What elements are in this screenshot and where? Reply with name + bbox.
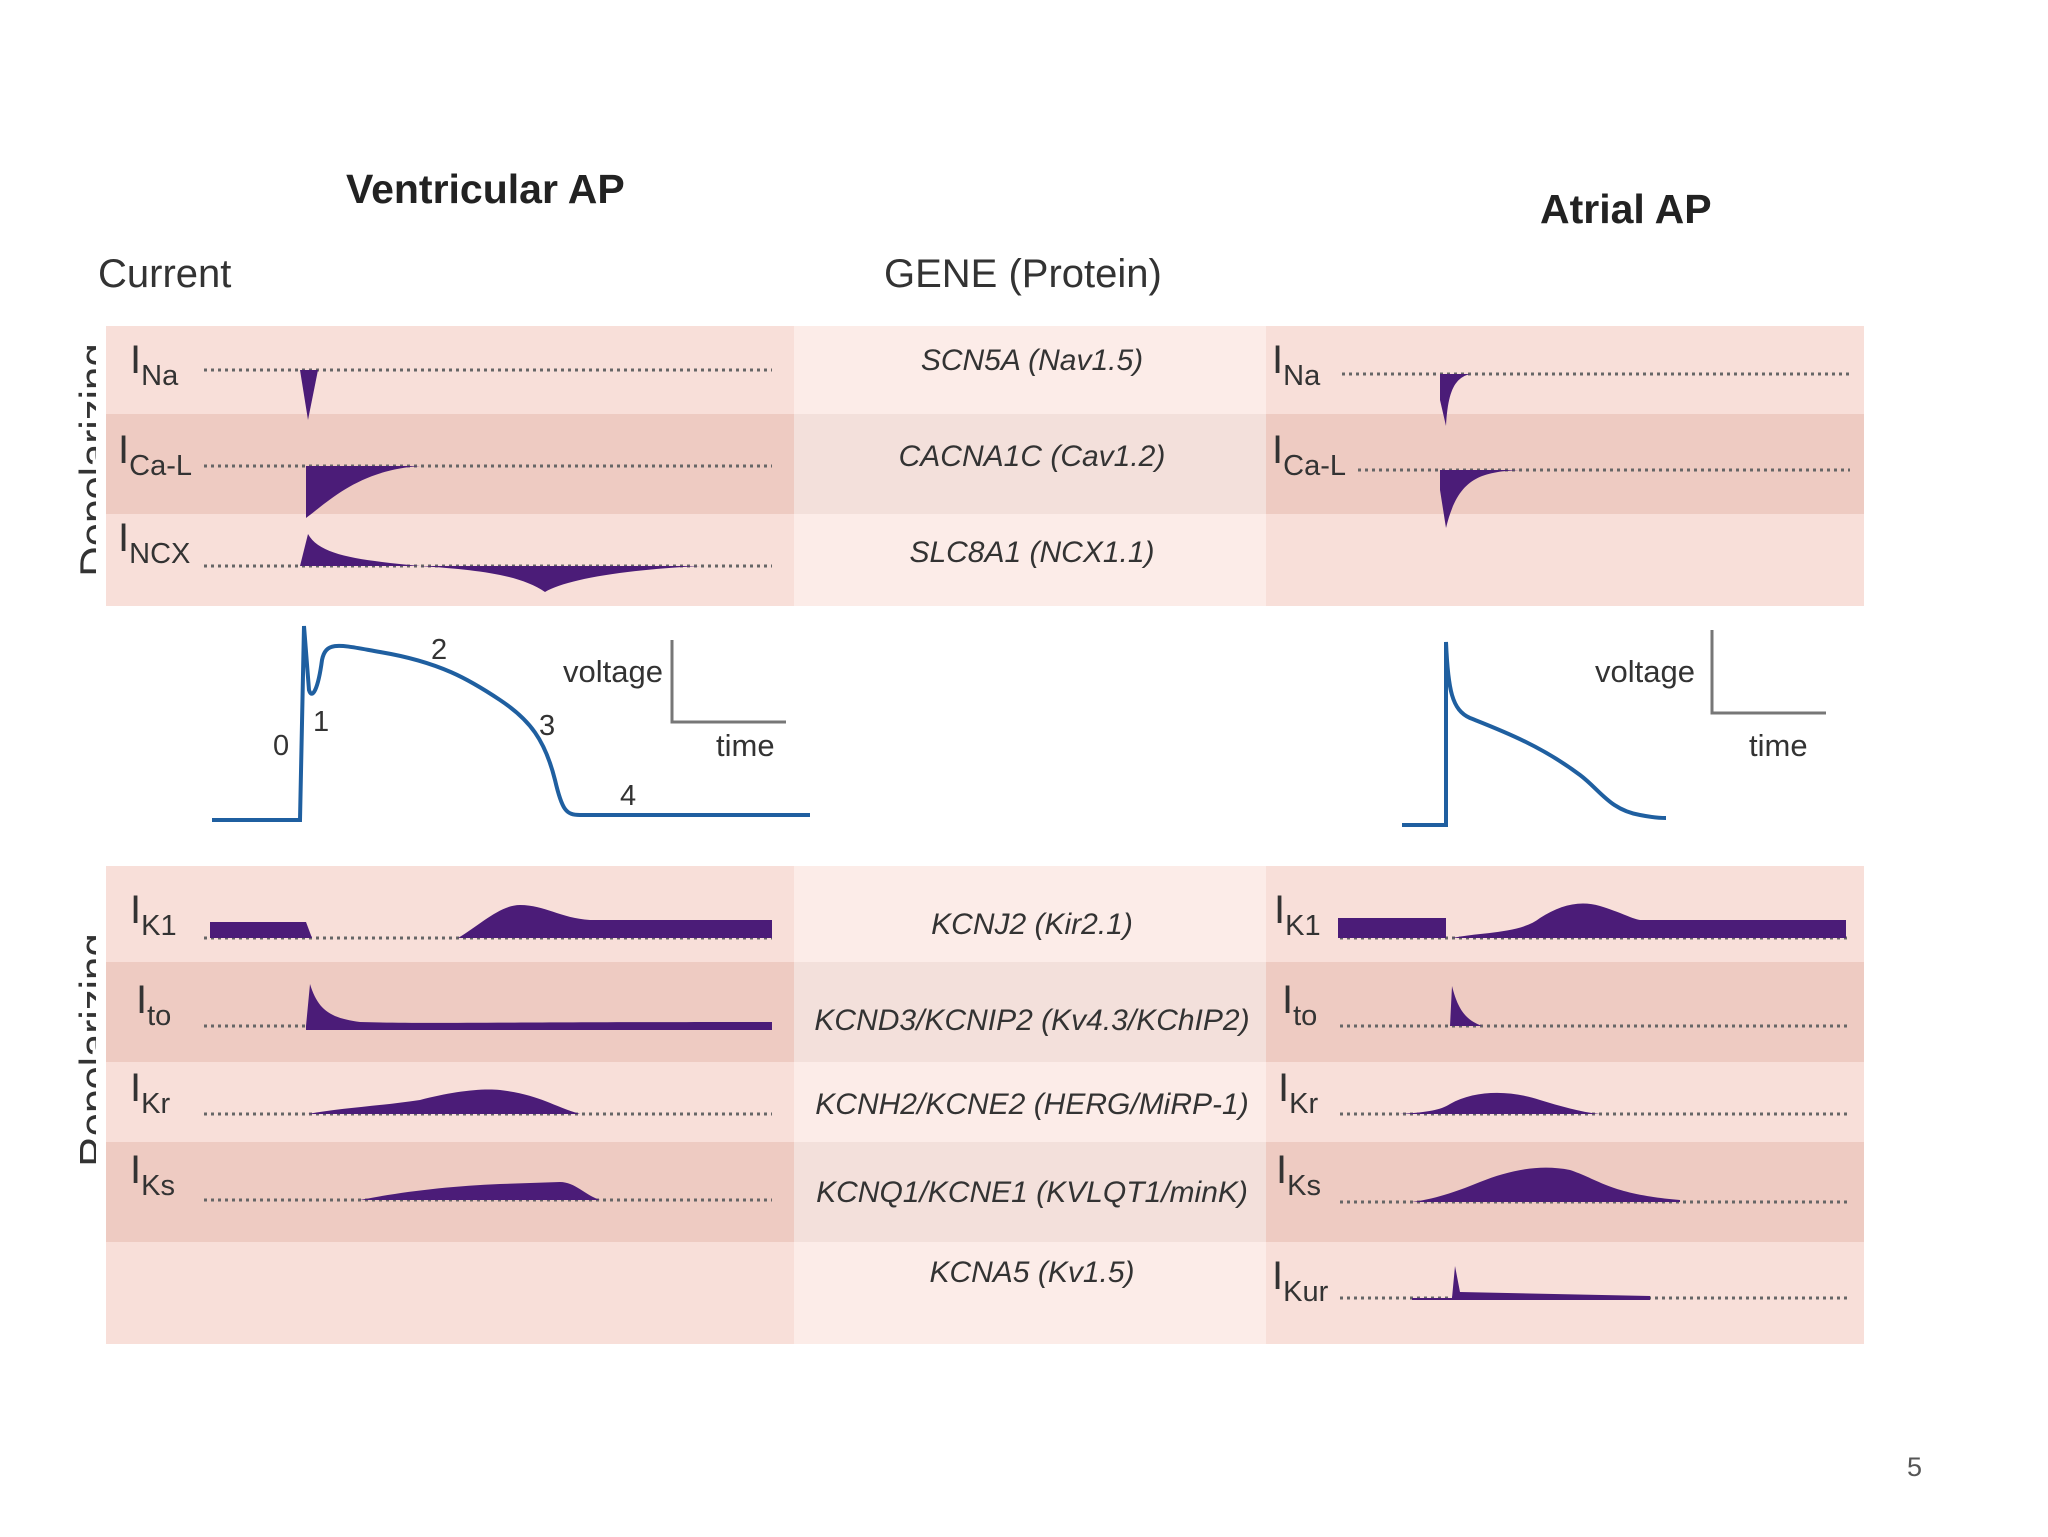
- ventricular-band: [106, 414, 794, 514]
- v-scale-voltage-label: voltage: [563, 654, 663, 689]
- v-ical-trace: [306, 466, 420, 518]
- gene-band: [794, 326, 1266, 414]
- ap-phase-3: 3: [539, 710, 556, 742]
- ventricular-ap-heading: Ventricular AP: [346, 166, 625, 212]
- gene-label-ito: KCND3/KCNIP2 (Kv4.3/KChIP2): [814, 1004, 1250, 1037]
- a-current-iks: IKs: [1276, 1148, 1321, 1202]
- ventricular-ap-line: [212, 625, 810, 822]
- ap-phase-1: 1: [313, 706, 330, 738]
- v-current-ikr: IKr: [130, 1066, 171, 1120]
- page-number: 5: [1907, 1452, 1923, 1482]
- ventricular-band: [106, 1242, 794, 1344]
- gene-band: [794, 414, 1266, 514]
- gene-band: [794, 1062, 1266, 1142]
- a-ikur-trace: [1412, 1266, 1650, 1300]
- v-iks-trace: [360, 1182, 600, 1200]
- v-scale-time-label: time: [716, 728, 775, 763]
- v-current-incx: INCX: [118, 516, 191, 570]
- ventricular-band: [106, 962, 794, 1062]
- ventricular-band: [106, 866, 794, 962]
- v-current-iks: IKs: [130, 1148, 175, 1202]
- a-scale-bar: [1710, 630, 1826, 715]
- v-ikr-trace: [308, 1089, 580, 1114]
- a-ina-trace: [1440, 374, 1470, 426]
- ap-phase-4: 4: [620, 780, 637, 812]
- a-ito-trace: [1450, 986, 1482, 1026]
- a-ikr-trace: [1400, 1092, 1600, 1114]
- a-iks-trace: [1412, 1167, 1680, 1202]
- v-incx-trace-out: [300, 534, 420, 566]
- atrial-band: [1266, 962, 1864, 1062]
- current-column-heading: Current: [98, 252, 232, 296]
- v-scale-bar: [670, 640, 786, 724]
- a-current-ik1: IK1: [1274, 888, 1321, 942]
- v-ik1-trace-b: [458, 905, 772, 938]
- a-current-ina: INa: [1272, 338, 1321, 392]
- atrial-ap-heading: Atrial AP: [1540, 186, 1712, 232]
- ap-phase-0: 0: [273, 730, 290, 762]
- a-current-ical: ICa-L: [1272, 428, 1346, 482]
- gene-label-incx: SLC8A1 (NCX1.1): [909, 536, 1155, 569]
- gene-label-ikr: KCNH2/KCNE2 (HERG/MiRP-1): [815, 1088, 1249, 1121]
- gene-band: [794, 514, 1266, 606]
- a-current-ikur: IKur: [1272, 1254, 1329, 1308]
- gene-band: [794, 1142, 1266, 1242]
- a-scale-time-label: time: [1749, 728, 1808, 763]
- gene-label-ina: SCN5A (Nav1.5): [920, 344, 1144, 377]
- v-current-ina: INa: [130, 338, 179, 392]
- atrial-ap-line: [1402, 641, 1667, 827]
- a-ik1-trace-b: [1452, 903, 1846, 938]
- a-current-ikr: IKr: [1278, 1066, 1319, 1120]
- ventricular-band: [106, 514, 794, 606]
- a-scale-voltage-label: voltage: [1595, 654, 1695, 689]
- a-ik1-trace-a: [1338, 918, 1446, 938]
- atrial-band: [1266, 1062, 1864, 1142]
- v-ina-trace: [300, 370, 318, 420]
- gene-band: [794, 1242, 1266, 1344]
- gene-column-heading: GENE (Protein): [884, 252, 1162, 296]
- v-current-ical: ICa-L: [118, 428, 192, 482]
- ap-phase-2: 2: [431, 634, 448, 666]
- atrial-band: [1266, 326, 1864, 414]
- gene-label-ikur: KCNA5 (Kv1.5): [929, 1256, 1135, 1289]
- a-ical-trace: [1440, 470, 1520, 528]
- v-incx-trace-in: [420, 566, 700, 592]
- gene-band: [794, 962, 1266, 1062]
- atrial-band: [1266, 414, 1864, 514]
- v-current-ik1: IK1: [130, 888, 177, 942]
- atrial-band: [1266, 514, 1864, 606]
- v-ito-trace: [306, 984, 772, 1030]
- gene-label-ical: CACNA1C (Cav1.2): [898, 440, 1166, 473]
- atrial-band: [1266, 1242, 1864, 1344]
- gene-label-iks: KCNQ1/KCNE1 (KVLQT1/minK): [816, 1176, 1248, 1209]
- v-current-ito: Ito: [136, 978, 172, 1032]
- gene-band: [794, 866, 1266, 962]
- v-ik1-trace-a: [210, 922, 312, 938]
- a-current-ito: Ito: [1282, 978, 1318, 1032]
- gene-label-ik1: KCNJ2 (Kir2.1): [931, 908, 1133, 941]
